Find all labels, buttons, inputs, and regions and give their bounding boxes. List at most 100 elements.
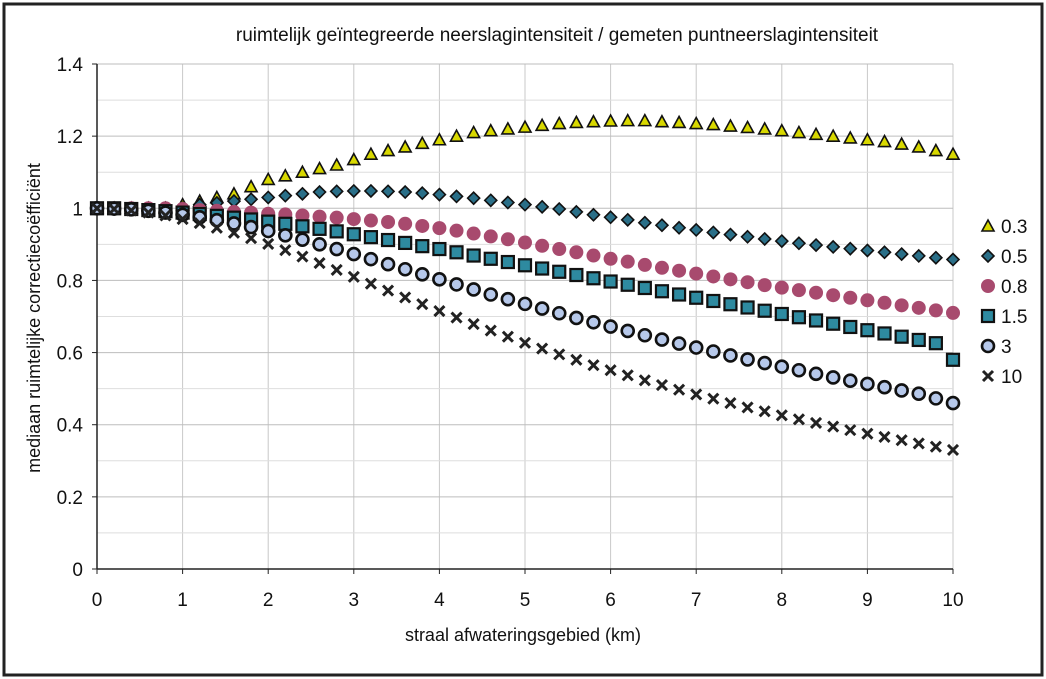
point-circle-ring: [706, 344, 721, 359]
point-triangle: [740, 119, 755, 134]
point-circle-ring: [654, 332, 670, 347]
point-circle-ring: [346, 246, 362, 262]
point-square: [517, 258, 533, 273]
point-x: [570, 353, 583, 366]
point-diamond: [723, 227, 738, 242]
point-square: [603, 274, 618, 289]
point-triangle: [808, 126, 824, 141]
x-tick-label: 9: [862, 590, 873, 611]
point-square: [928, 336, 943, 351]
point-x: [296, 250, 309, 263]
x-tick-label: 6: [605, 590, 616, 611]
point-diamond: [774, 233, 789, 249]
point-x: [673, 383, 686, 396]
point-circle-filled: [637, 257, 652, 272]
point-diamond: [740, 229, 755, 244]
axes: 0 1 2 3 4 5 6 7 8 9 10 0 0.2 0.4 0.6 0.8 1 1.2 1.4: [57, 55, 964, 611]
point-circle-filled: [535, 238, 550, 253]
point-triangle: [705, 116, 721, 131]
point-square: [671, 287, 687, 302]
point-square: [723, 297, 738, 312]
point-circle-filled: [877, 295, 892, 310]
point-x: [279, 244, 292, 257]
point-square: [808, 313, 824, 328]
point-square: [569, 267, 584, 283]
point-x: [330, 263, 343, 277]
point-triangle: [637, 112, 653, 127]
point-square: [449, 245, 464, 260]
point-triangle: [449, 128, 464, 142]
point-square: [415, 239, 430, 254]
point-x: [484, 324, 497, 337]
point-diamond: [928, 250, 944, 265]
point-x: [347, 270, 360, 283]
point-triangle: [551, 115, 567, 130]
point-x: [142, 206, 155, 219]
legend-label: 10: [1001, 367, 1022, 388]
point-triangle: [654, 114, 670, 128]
point-circle-filled: [809, 285, 824, 300]
legend-entry: 3: [980, 337, 1012, 358]
point-x: [433, 305, 446, 318]
point-circle-ring: [397, 261, 413, 277]
point-circle-filled: [500, 232, 515, 247]
x-tick-label: 5: [520, 590, 531, 611]
point-x: [159, 209, 172, 222]
point-square: [500, 254, 515, 270]
point-triangle: [483, 123, 499, 137]
point-circle-filled: [826, 288, 841, 303]
point-circle-filled: [603, 251, 618, 266]
point-circle-filled: [398, 216, 413, 231]
point-triangle: [928, 142, 944, 157]
point-circle-filled: [928, 303, 943, 318]
point-triangle: [671, 114, 687, 129]
point-circle-filled: [381, 214, 396, 229]
point-square: [363, 230, 379, 245]
point-circle-filled: [620, 254, 635, 269]
legend-entry: 10: [981, 367, 1022, 388]
legend-marker-x: [981, 369, 995, 383]
point-square: [586, 271, 601, 286]
point-square: [843, 319, 858, 335]
point-circle-ring: [808, 366, 824, 382]
point-circle-ring: [226, 216, 242, 231]
point-triangle: [346, 151, 362, 166]
point-circle-ring: [911, 386, 927, 401]
point-circle-ring: [380, 256, 396, 272]
point-triangle: [466, 124, 481, 139]
point-triangle: [414, 135, 430, 150]
point-x: [844, 424, 857, 437]
point-x: [621, 369, 634, 382]
point-circle-ring: [945, 395, 961, 411]
point-diamond: [312, 184, 327, 200]
point-circle-filled: [312, 209, 327, 224]
x-tick-label: 7: [691, 590, 702, 611]
point-square: [398, 235, 413, 251]
y-tick-label: 1.2: [57, 127, 83, 148]
point-triangle: [877, 133, 892, 148]
y-axis-label: mediaan ruimtelijke correctiecoëfficiënt: [24, 163, 44, 473]
point-diamond: [517, 197, 533, 212]
legend-label: 0.5: [1001, 247, 1027, 268]
point-triangle: [432, 132, 447, 146]
chart-title: ruimtelijk geïntegreerde neerslagintensi…: [236, 25, 879, 46]
point-square: [637, 280, 652, 296]
point-x: [536, 342, 549, 355]
point-x: [638, 374, 651, 387]
point-square: [757, 303, 772, 318]
point-circle-ring: [842, 373, 858, 389]
x-tick-label: 4: [434, 590, 445, 611]
point-x: [758, 405, 771, 418]
y-tick-label: 0.2: [57, 488, 83, 509]
point-square: [295, 219, 310, 234]
point-diamond: [637, 215, 652, 230]
point-circle-filled: [415, 218, 430, 233]
point-x: [227, 226, 241, 239]
point-diamond: [808, 237, 824, 253]
point-x: [553, 348, 566, 361]
point-circle-filled: [860, 293, 875, 308]
point-triangle: [586, 114, 601, 128]
point-circle-ring: [243, 219, 259, 235]
